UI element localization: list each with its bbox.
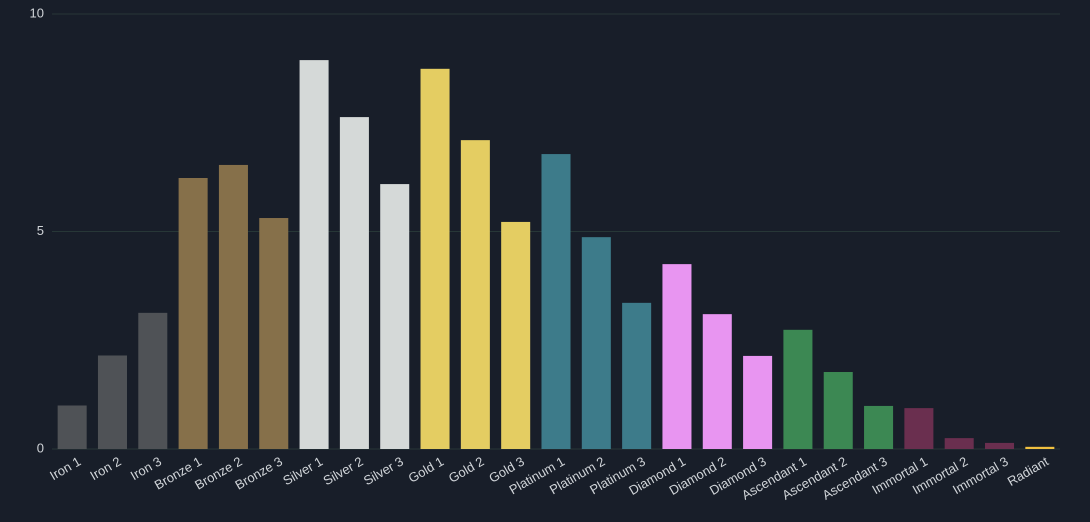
- y-tick-label: 0: [37, 440, 44, 455]
- bar: [783, 329, 813, 449]
- bar: [138, 312, 168, 449]
- y-tick-label: 5: [37, 223, 44, 238]
- bar: [420, 68, 450, 449]
- x-tick-label: Iron 2: [87, 454, 123, 484]
- bar: [702, 314, 732, 449]
- bar: [97, 355, 127, 449]
- bar: [259, 218, 289, 449]
- x-tick-label: Silver 3: [361, 454, 406, 489]
- x-tick-label: Silver 1: [280, 454, 325, 489]
- bar: [178, 177, 208, 449]
- bar: [823, 372, 853, 449]
- bar: [944, 438, 974, 449]
- bar: [460, 140, 490, 449]
- x-tick-label: Radiant: [1005, 453, 1052, 489]
- bar: [339, 117, 369, 449]
- bar: [57, 405, 87, 449]
- bar: [299, 60, 329, 450]
- bar: [581, 237, 611, 449]
- bar: [541, 154, 571, 449]
- y-tick-label: 10: [30, 5, 44, 20]
- bar: [662, 264, 692, 449]
- bar: [985, 442, 1015, 449]
- x-tick-label: Gold 1: [406, 454, 447, 486]
- bar: [864, 405, 894, 449]
- bar: [743, 355, 773, 449]
- bar: [904, 408, 934, 449]
- bar: [380, 184, 410, 449]
- x-tick-label: Silver 2: [321, 454, 366, 489]
- bar: [501, 221, 531, 449]
- x-tick-label: Gold 2: [446, 454, 487, 486]
- bar: [1025, 446, 1055, 449]
- bar: [622, 302, 652, 449]
- x-tick-label: Iron 1: [47, 454, 83, 484]
- bar: [218, 164, 248, 449]
